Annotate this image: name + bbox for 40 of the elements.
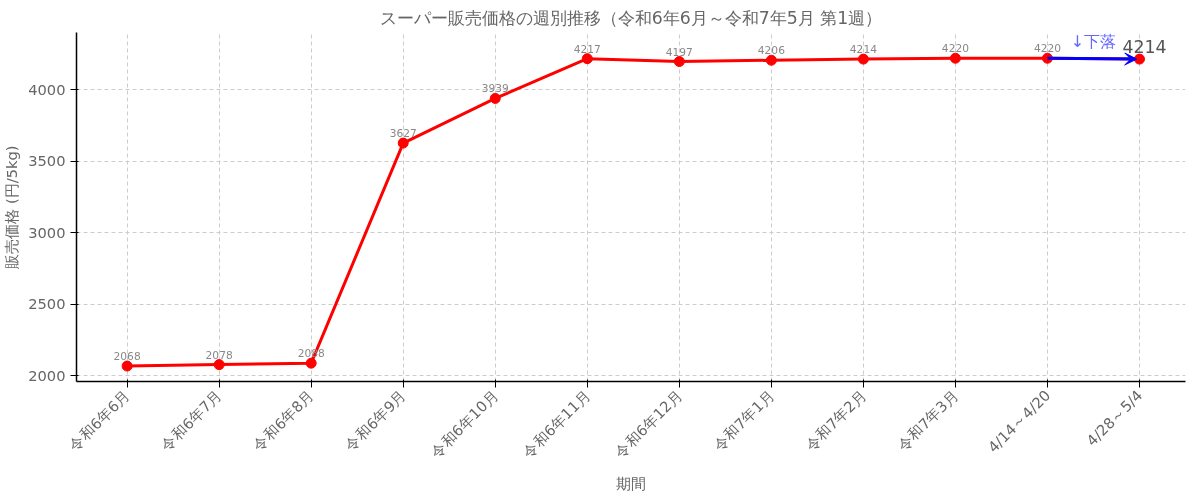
x-tick-label: 令和6年8月 bbox=[249, 386, 318, 455]
chart-title: スーパー販売価格の週別推移（令和6年6月～令和7年5月 第1週） bbox=[379, 7, 883, 28]
y-tick-label: 2000 bbox=[28, 366, 66, 384]
y-tick-label: 3500 bbox=[28, 152, 66, 170]
data-label: 4214 bbox=[849, 43, 878, 57]
data-label: 2068 bbox=[113, 350, 141, 364]
x-tick-label: 令和6年7月 bbox=[157, 386, 226, 455]
y-tick-label: 3000 bbox=[28, 223, 66, 241]
y-axis-title: 販売価格 (円/5kg) bbox=[3, 145, 21, 269]
point bbox=[949, 52, 961, 64]
x-tick-label: 令和6年9月 bbox=[341, 386, 410, 455]
data-label: 3939 bbox=[481, 82, 510, 96]
x-tick-label: 令和7年2月 bbox=[801, 386, 870, 455]
point bbox=[489, 92, 501, 104]
x-tick-label: 令和6年6月 bbox=[65, 386, 134, 455]
data-label: 2078 bbox=[205, 348, 233, 362]
point bbox=[213, 359, 225, 371]
data-label: 3627 bbox=[389, 127, 417, 141]
annotation: ↓下落 bbox=[1070, 32, 1117, 52]
x-tick-label: 令和6年10月 bbox=[427, 386, 502, 461]
point bbox=[673, 56, 685, 68]
x-tick-label: 令和6年11月 bbox=[519, 386, 594, 461]
point bbox=[581, 53, 593, 65]
data-label: 4217 bbox=[573, 42, 601, 56]
x-tick-label: 令和7年1月 bbox=[709, 386, 778, 455]
x-tick-label: 令和7年3月 bbox=[893, 386, 962, 455]
x-tick-label: 令和6年12月 bbox=[611, 386, 686, 461]
point bbox=[857, 53, 869, 65]
data-label: 4214 bbox=[1122, 37, 1167, 58]
data-label: 4220 bbox=[941, 42, 970, 56]
point bbox=[765, 54, 777, 66]
point bbox=[121, 360, 133, 372]
y-tick-label: 2500 bbox=[28, 295, 66, 313]
point bbox=[305, 357, 317, 369]
x-axis-title: 期間 bbox=[616, 474, 646, 492]
data-label: 4206 bbox=[757, 44, 786, 58]
point bbox=[397, 137, 409, 149]
data-label: 4197 bbox=[665, 45, 693, 59]
y-tick-label: 4000 bbox=[28, 80, 66, 98]
data-label: 4220 bbox=[1033, 42, 1062, 56]
